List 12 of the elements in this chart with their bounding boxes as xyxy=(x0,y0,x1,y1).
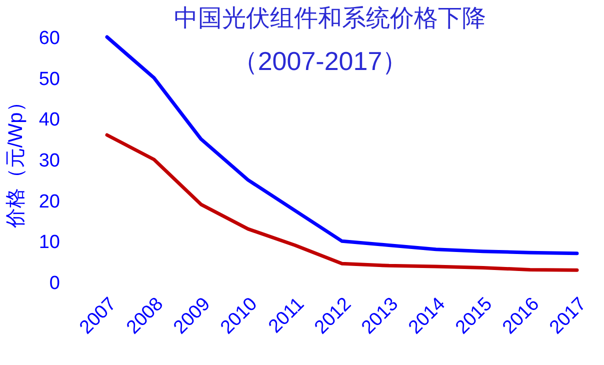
y-tick-label: 0 xyxy=(49,273,60,294)
y-tick-label: 40 xyxy=(38,110,60,131)
y-tick-label: 20 xyxy=(38,191,60,212)
y-tick-label: 50 xyxy=(38,68,60,90)
y-tick-label: 30 xyxy=(38,150,60,172)
y-axis-title: 价格（元/Wp） xyxy=(5,92,27,229)
y-tick-label: 10 xyxy=(38,232,60,254)
line-series xyxy=(105,133,579,272)
chart-subtitle: （2007-2017） xyxy=(232,46,408,76)
chart-title: 中国光伏组件和系统价格下降 xyxy=(174,4,486,32)
y-tick-label: 60 xyxy=(38,28,60,49)
line-series xyxy=(105,35,579,256)
